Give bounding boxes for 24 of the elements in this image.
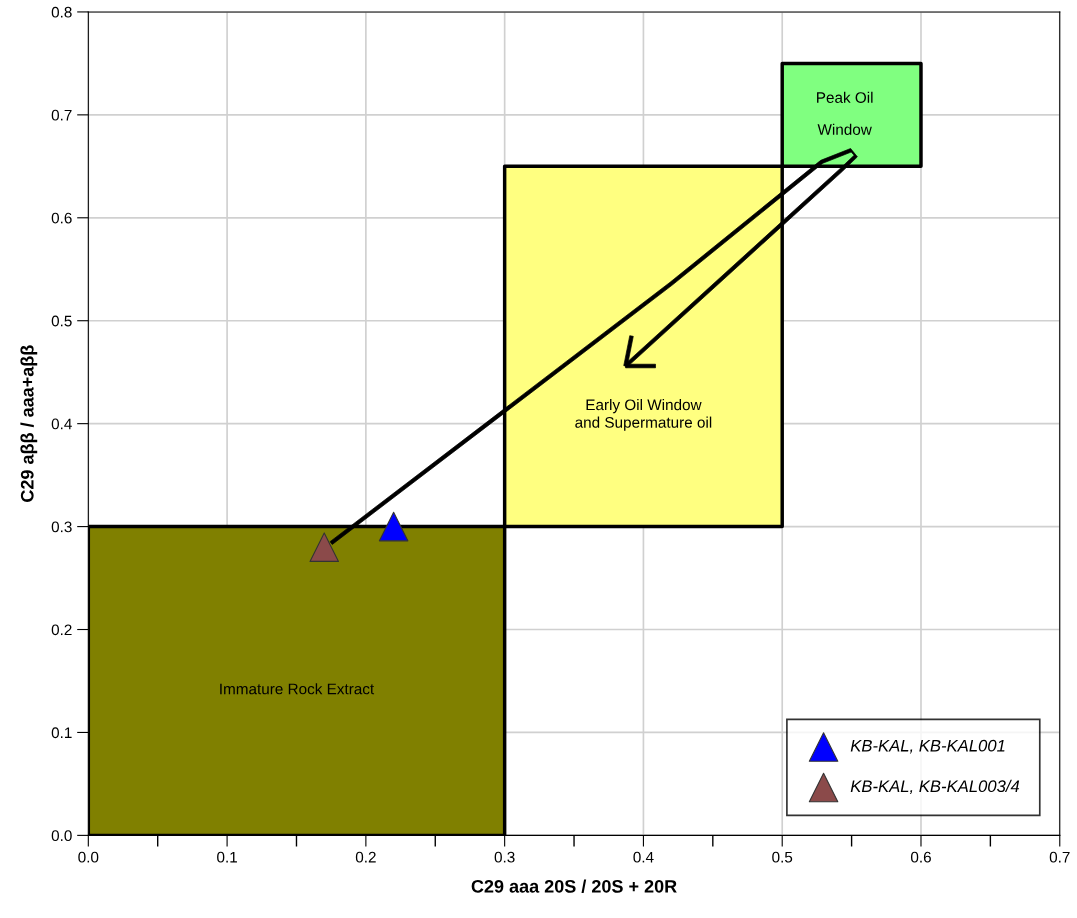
y-tick-label: 0.5	[51, 315, 72, 327]
legend-label: KB-KAL, KB-KAL003/4	[850, 779, 1020, 795]
x-tick-label: 0.2	[355, 851, 376, 863]
x-axis-title: C29 aaa 20S / 20S + 20R	[471, 879, 677, 893]
x-tick-label: 0.3	[494, 851, 515, 863]
y-tick-label: 0.2	[51, 624, 72, 636]
x-tick-label: 0.4	[633, 851, 654, 863]
x-tick-label: 0.1	[217, 851, 237, 863]
y-tick-label: 0.6	[51, 212, 72, 224]
y-tick-label: 0.4	[51, 418, 72, 430]
y-tick-label: 0.8	[51, 6, 72, 18]
y-tick-label: 0.3	[51, 521, 72, 533]
y-axis-title: C29 aββ / aaa+aββ	[20, 345, 38, 502]
x-tick-label: 0.5	[772, 851, 793, 863]
annotation: Early Oil Window and Supermature oil	[575, 399, 712, 431]
annotation: Immature Rock Extract	[220, 683, 375, 695]
y-tick-label: 0.1	[51, 727, 72, 739]
x-tick-label: 0.7	[1049, 851, 1070, 863]
y-tick-label: 0.7	[51, 109, 72, 121]
y-tick-label: 0.0	[51, 830, 72, 842]
text: Peak Oil Window	[817, 91, 873, 135]
x-tick-label: 0.6	[910, 851, 931, 863]
x-tick-label: 0.0	[78, 851, 99, 863]
legend-label: KB-KAL, KB-KAL001	[850, 739, 1005, 754]
